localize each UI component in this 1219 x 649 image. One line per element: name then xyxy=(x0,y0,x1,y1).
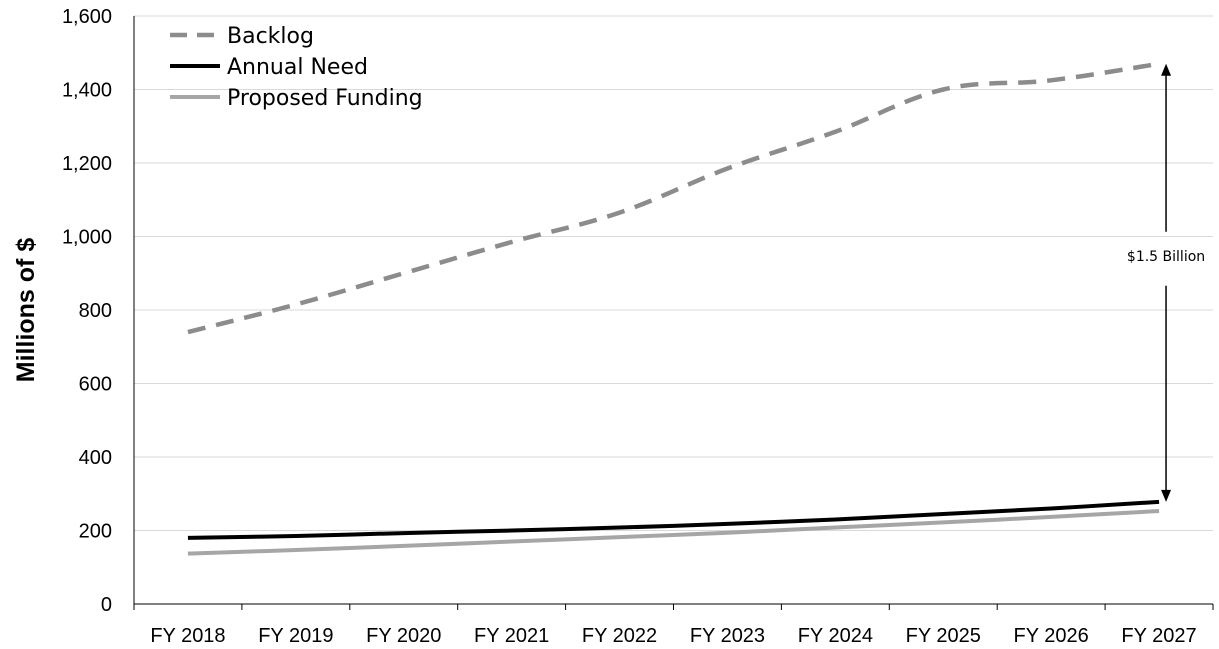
annotation-arrowhead-up xyxy=(1161,63,1172,76)
axes xyxy=(133,16,1214,610)
y-tick-label: 600 xyxy=(79,374,112,396)
series-lines xyxy=(187,61,1160,556)
x-tick-label: FY 2026 xyxy=(1014,625,1089,647)
x-tick-label: FY 2018 xyxy=(150,625,225,647)
y-tick-label: 1,600 xyxy=(62,6,112,28)
series-line-proposed-funding xyxy=(187,509,1160,556)
y-tick-label: 400 xyxy=(79,447,112,469)
legend-label: Proposed Funding xyxy=(227,86,423,111)
y-tick-labels: 0 200 400 600 800 1,000 1,200 1,400 1,600 xyxy=(62,6,112,616)
series-line-backlog xyxy=(187,61,1160,335)
x-tick-label: FY 2020 xyxy=(366,625,441,647)
x-tick-label: FY 2021 xyxy=(474,625,549,647)
x-tick-label: FY 2019 xyxy=(258,625,333,647)
x-tick-labels: FY 2018 FY 2019 FY 2020 FY 2021 FY 2022 FY 20… xyxy=(150,625,1196,647)
x-tick-label: FY 2027 xyxy=(1121,625,1196,647)
series-line-annual-need xyxy=(187,499,1160,540)
y-tick-label: 1,400 xyxy=(62,80,112,102)
y-tick-label: 200 xyxy=(79,521,112,543)
y-tick-label: 800 xyxy=(79,300,112,322)
y-tick-label: 0 xyxy=(101,594,112,616)
legend: Backlog Annual Need Proposed Funding xyxy=(170,24,423,111)
x-tick-label: FY 2022 xyxy=(582,625,657,647)
annotation-label: $1.5 Billion xyxy=(1127,249,1205,265)
annotation: $1.5 Billion xyxy=(1127,63,1205,502)
x-tick-label: FY 2023 xyxy=(690,625,765,647)
y-axis-label: Millions of $ xyxy=(12,238,40,383)
x-tick-label: FY 2025 xyxy=(906,625,981,647)
y-tick-label: 1,000 xyxy=(62,227,112,249)
y-tick-label: 1,200 xyxy=(62,153,112,175)
annotation-arrowhead-down xyxy=(1161,489,1172,502)
x-tick-label: FY 2024 xyxy=(798,625,873,647)
gridlines xyxy=(134,15,1213,531)
legend-label: Annual Need xyxy=(227,55,368,80)
legend-label: Backlog xyxy=(227,24,314,49)
